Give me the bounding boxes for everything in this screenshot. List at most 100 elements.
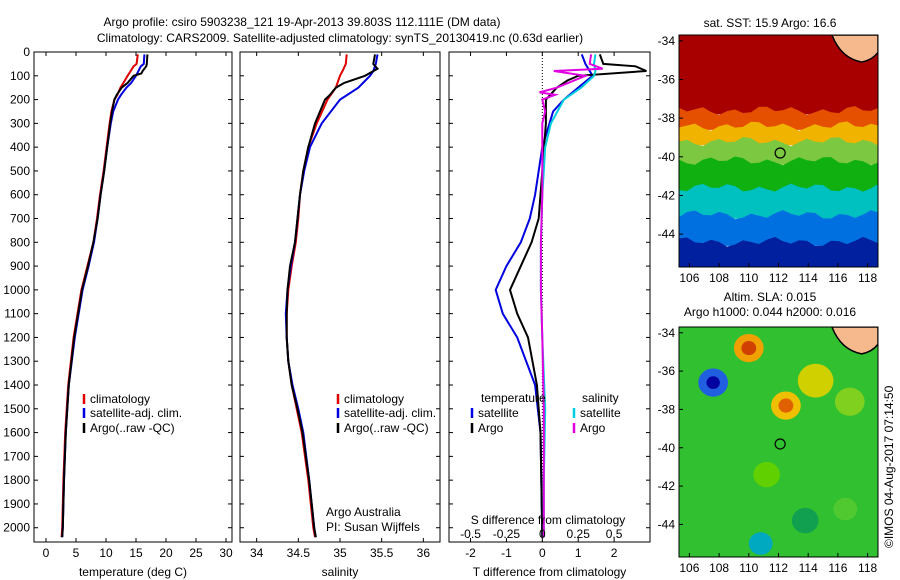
x-top-tick-label: -0.5 bbox=[460, 527, 481, 541]
sla-anomaly-7 bbox=[753, 461, 780, 488]
legend-label: satellite-adj. clim. bbox=[90, 406, 182, 420]
sla-anomaly-1 bbox=[706, 376, 720, 389]
legend-title: temperature bbox=[481, 391, 546, 405]
footer-stamp: ©IMOS 04-Aug-2017 07:14:50 bbox=[882, 385, 896, 548]
x-tick-label: 118 bbox=[858, 561, 877, 575]
y-tick-label: 100 bbox=[10, 69, 30, 83]
sla-background bbox=[679, 327, 878, 557]
argo-location-marker bbox=[774, 147, 786, 159]
land-area bbox=[831, 35, 878, 63]
plot-frame bbox=[239, 51, 441, 543]
sla-anomaly-8 bbox=[748, 532, 773, 555]
y-tick-label: -36 bbox=[658, 364, 676, 378]
sla-anomaly-9 bbox=[791, 507, 819, 534]
sla-anomaly-3 bbox=[741, 341, 757, 356]
x-tick-label: -2 bbox=[465, 546, 476, 560]
legend-label: satellite bbox=[580, 406, 621, 420]
y-tick-label: 1900 bbox=[3, 497, 30, 511]
x-tick-label: 112 bbox=[769, 561, 788, 575]
map-title: sat. SST: 15.9 Argo: 16.6 bbox=[704, 16, 837, 30]
y-tick-label: 200 bbox=[10, 93, 30, 107]
x-tick-label: -1 bbox=[501, 546, 512, 560]
plot-frame bbox=[448, 51, 651, 543]
map-field bbox=[679, 327, 878, 557]
x-tick-label: 116 bbox=[828, 561, 847, 575]
legend-label: Argo bbox=[478, 421, 504, 435]
x-tick-label: 15 bbox=[129, 546, 143, 560]
x-tick-label: 114 bbox=[799, 561, 818, 575]
map-title: Altim. SLA: 0.015 bbox=[724, 290, 817, 304]
sst-band-4 bbox=[679, 156, 878, 192]
y-tick-label: -44 bbox=[658, 517, 676, 531]
x-tick-label: 10 bbox=[99, 546, 113, 560]
x-tick-label: 34 bbox=[250, 546, 264, 560]
y-tick-label: 800 bbox=[10, 235, 30, 249]
sla-anomaly-11 bbox=[833, 497, 858, 521]
x-tick-label: 110 bbox=[739, 561, 758, 575]
x-tick-label: 1 bbox=[575, 546, 582, 560]
x-top-tick-label: 0.25 bbox=[567, 527, 591, 541]
x-axis-label: salinity bbox=[322, 565, 359, 579]
y-tick-label: -40 bbox=[658, 441, 676, 455]
x-tick-label: 30 bbox=[219, 546, 233, 560]
y-tick-label: -40 bbox=[658, 150, 676, 164]
legend-label: satellite bbox=[478, 406, 519, 420]
series-line-0 bbox=[494, 54, 594, 538]
y-tick-label: 600 bbox=[10, 188, 30, 202]
x-tick-label: 118 bbox=[858, 271, 877, 285]
sst-band-5 bbox=[679, 183, 878, 219]
argo-location-marker bbox=[774, 438, 786, 450]
y-tick-label: 400 bbox=[10, 140, 30, 154]
x-tick-label: 34.5 bbox=[287, 546, 311, 560]
y-tick-label: -44 bbox=[658, 227, 676, 241]
y-tick-label: 1800 bbox=[3, 473, 30, 487]
y-tick-label: 1700 bbox=[3, 449, 30, 463]
x-tick-label: 0 bbox=[539, 546, 546, 560]
y-tick-label: -34 bbox=[658, 326, 676, 340]
y-tick-label: -38 bbox=[658, 111, 676, 125]
x-top-tick-label: -0.25 bbox=[493, 527, 521, 541]
sla-anomaly-10 bbox=[834, 387, 865, 416]
y-tick-label: -38 bbox=[658, 402, 676, 416]
series-line-2 bbox=[61, 54, 149, 538]
y-tick-label: 1300 bbox=[3, 354, 30, 368]
sst-band-1 bbox=[679, 106, 878, 130]
legend-label: satellite-adj. clim. bbox=[344, 406, 436, 420]
x-tick-label: 116 bbox=[828, 271, 847, 285]
y-tick-label: -36 bbox=[658, 72, 676, 86]
x-tick-label: 114 bbox=[799, 271, 818, 285]
salinity-profile-panel: 34 34.5 35 35.5 36 salinity climatologysatelli… bbox=[239, 51, 441, 579]
y-tick-label: -42 bbox=[658, 479, 676, 493]
sla-anomaly-5 bbox=[778, 398, 794, 413]
x-axis-label: temperature (deg C) bbox=[79, 565, 187, 579]
legend-label: Argo(..raw -QC) bbox=[344, 421, 429, 435]
header-line-1: Argo profile: csiro 5903238_121 19-Apr-2… bbox=[104, 15, 501, 29]
y-tick-label: 300 bbox=[10, 116, 30, 130]
x-top-axis-label: S difference from climatology bbox=[471, 513, 626, 527]
legend-label: climatology bbox=[344, 392, 404, 406]
x-tick-label: 110 bbox=[739, 271, 758, 285]
x-top-tick-label: 0.5 bbox=[606, 527, 623, 541]
y-tick-label: 2000 bbox=[3, 521, 30, 535]
y-tick-label: 1100 bbox=[4, 307, 30, 321]
y-tick-label: 1200 bbox=[3, 330, 30, 344]
x-tick-label: 20 bbox=[159, 546, 173, 560]
sst-band-7 bbox=[679, 236, 878, 267]
series-line-3 bbox=[539, 54, 603, 538]
sla-map-panel: 106 108 110 112 114 116 118 -34 -36 -38 -40 -42 -44 A… bbox=[658, 290, 879, 575]
y-tick-label: 1600 bbox=[3, 426, 30, 440]
sst-map-panel: 106 108 110 112 114 116 118 -34 -36 -38 -40 -42 -44 s… bbox=[658, 16, 879, 285]
y-tick-label: 900 bbox=[10, 259, 30, 273]
x-tick-label: 2 bbox=[611, 546, 618, 560]
temperature-profile-panel: 0 5 10 15 20 25 300100200300400500600700800900… bbox=[3, 45, 233, 579]
annotation-line: PI: Susan Wijffels bbox=[326, 520, 420, 534]
y-tick-label: 500 bbox=[10, 164, 30, 178]
x-tick-label: 106 bbox=[679, 271, 699, 285]
x-tick-label: 5 bbox=[73, 546, 80, 560]
x-tick-label: 108 bbox=[709, 271, 729, 285]
header-line-2: Climatology: CARS2009. Satellite-adjuste… bbox=[97, 31, 583, 45]
annotation-line: Argo Australia bbox=[326, 505, 401, 519]
legend-label: Argo(..raw -QC) bbox=[90, 421, 175, 435]
x-tick-label: 112 bbox=[769, 271, 788, 285]
